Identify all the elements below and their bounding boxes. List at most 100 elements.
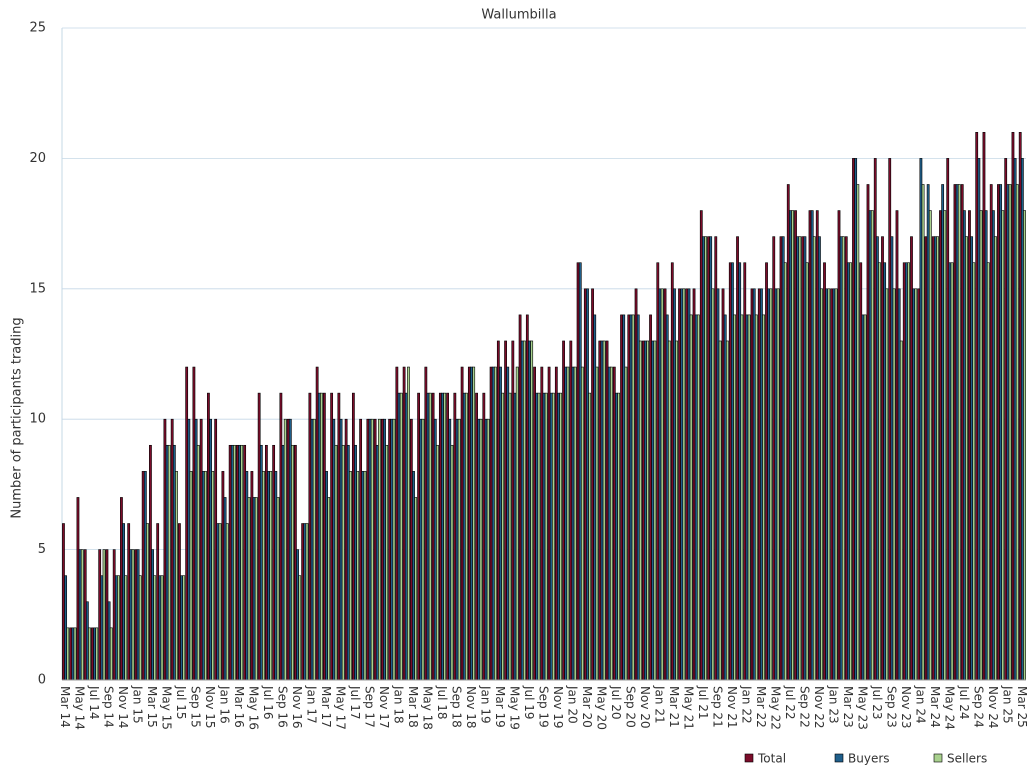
bar [859, 262, 863, 681]
bar [262, 471, 265, 681]
x-tick-label: Nov 21 [725, 686, 739, 729]
bar [687, 288, 691, 681]
x-tick-label: Jul 22 [783, 685, 797, 720]
bar [810, 210, 814, 681]
bar [537, 392, 541, 681]
bar [924, 236, 928, 681]
bar [783, 262, 787, 681]
bar [803, 236, 807, 681]
bar [341, 444, 345, 681]
bar [489, 366, 493, 681]
bar [73, 627, 77, 681]
bar [80, 549, 84, 681]
bar [223, 497, 227, 681]
x-tick-label: Nov 23 [899, 686, 913, 729]
x-tick-label: May 23 [855, 686, 869, 730]
bar [823, 262, 826, 681]
chart-title: Wallumbilla [481, 8, 556, 23]
bar [511, 340, 515, 681]
bar [1006, 184, 1010, 681]
legend-swatch [834, 753, 844, 763]
bar [769, 288, 773, 681]
bar [407, 366, 410, 681]
bar [156, 523, 160, 681]
bar [279, 392, 283, 681]
bar [653, 340, 657, 681]
bar [1020, 158, 1024, 681]
bar [363, 471, 367, 681]
bar [320, 392, 323, 681]
bar [475, 392, 478, 681]
x-tick-label: Jan 21 [652, 685, 666, 724]
bar [233, 444, 236, 681]
bar [636, 314, 640, 681]
bar [515, 366, 519, 681]
bar [520, 340, 524, 681]
bar [665, 314, 669, 681]
bar [83, 549, 87, 681]
x-tick-label: Sep 23 [884, 686, 898, 728]
bar [525, 314, 529, 681]
bar [808, 210, 812, 681]
bar [120, 497, 123, 681]
bar [494, 366, 497, 681]
bar [714, 236, 718, 681]
bar [112, 549, 116, 681]
bar [772, 236, 776, 681]
bar [114, 575, 118, 681]
y-tick-label: 25 [29, 21, 46, 36]
bar [646, 340, 650, 681]
bar [774, 288, 778, 681]
bar [172, 444, 176, 681]
bar [801, 236, 805, 681]
bar [873, 158, 877, 681]
bar [250, 471, 254, 681]
bar [472, 366, 476, 681]
x-tick-label: Mar 14 [58, 686, 72, 728]
bar [301, 523, 305, 681]
bar [209, 418, 212, 681]
bar [1008, 184, 1012, 681]
bar [844, 236, 848, 681]
bar [946, 158, 950, 681]
bar [997, 184, 1000, 681]
bar [354, 444, 357, 681]
bar [107, 601, 111, 681]
bar [204, 471, 207, 681]
bar [267, 471, 270, 681]
bar [750, 288, 754, 681]
bar [138, 575, 142, 681]
bar [670, 262, 674, 681]
bar [399, 392, 403, 681]
bar [294, 444, 297, 681]
bar [878, 262, 881, 681]
bar [658, 288, 662, 681]
y-tick-label: 0 [38, 673, 46, 688]
bar [88, 627, 91, 681]
bar [64, 575, 68, 681]
bar [170, 418, 174, 681]
bar [989, 184, 993, 681]
bar [883, 262, 887, 681]
bar [291, 444, 294, 681]
bar [254, 497, 258, 681]
bar [624, 366, 628, 681]
bar [564, 366, 568, 681]
bar [433, 418, 437, 681]
bar [776, 288, 780, 681]
bar [201, 471, 205, 681]
bar [957, 184, 961, 681]
bar [265, 444, 268, 681]
bar [312, 418, 316, 681]
bar [496, 340, 500, 681]
bar [605, 340, 609, 681]
bar [588, 392, 592, 681]
bar [1013, 158, 1017, 681]
x-tick-label: Nov 20 [638, 686, 652, 729]
bar [696, 314, 700, 681]
bar [93, 627, 97, 681]
bar [994, 236, 997, 681]
x-tick-label: Mar 19 [493, 686, 507, 728]
bar [602, 340, 606, 681]
bar [460, 366, 464, 681]
